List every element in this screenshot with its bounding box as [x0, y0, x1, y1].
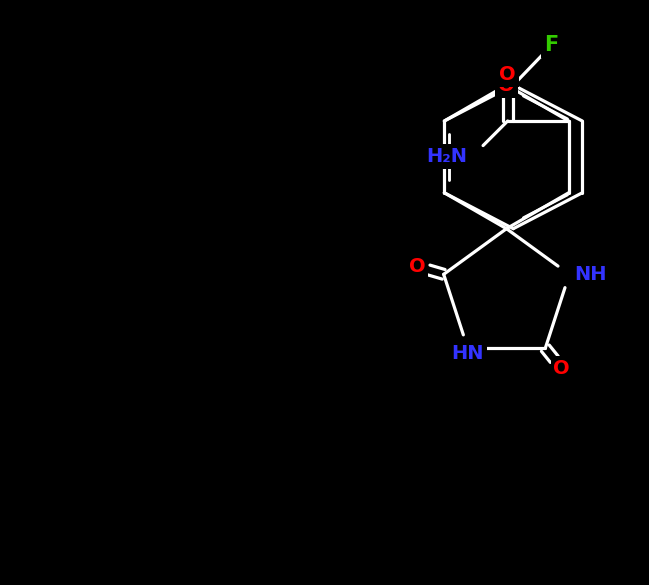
Text: H₂N: H₂N: [426, 147, 467, 166]
Text: NH: NH: [574, 265, 607, 284]
Text: O: O: [409, 257, 425, 276]
Text: O: O: [498, 75, 515, 95]
Text: O: O: [499, 65, 516, 84]
Text: O: O: [554, 359, 570, 378]
Text: F: F: [545, 35, 559, 55]
Text: HN: HN: [452, 343, 484, 363]
